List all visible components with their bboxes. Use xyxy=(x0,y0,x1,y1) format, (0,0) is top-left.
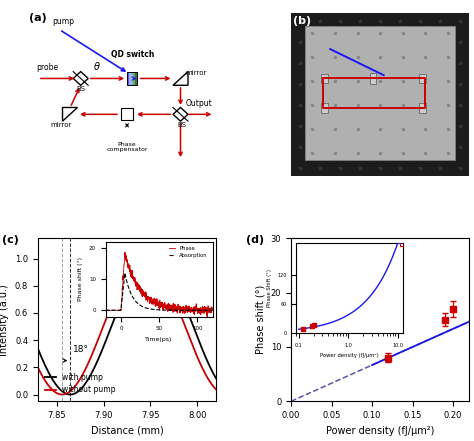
Y-axis label: Phase shift (°): Phase shift (°) xyxy=(255,285,265,355)
Bar xyxy=(128,72,129,85)
Bar xyxy=(136,72,137,85)
Text: (b): (b) xyxy=(293,16,311,26)
with pump xyxy=(35,346,41,351)
Text: Phase
compensator: Phase compensator xyxy=(106,142,148,153)
Text: BS: BS xyxy=(76,86,85,93)
Bar xyxy=(419,74,427,83)
with pump xyxy=(189,320,195,325)
Text: mirror: mirror xyxy=(186,70,207,76)
with pump xyxy=(149,256,155,261)
Line: with pump: with pump xyxy=(38,258,216,395)
Text: (d): (d) xyxy=(246,235,264,245)
Text: BS: BS xyxy=(178,122,187,128)
Bar xyxy=(419,103,427,113)
Bar xyxy=(129,72,131,85)
Y-axis label: Intensity (a.u.): Intensity (a.u.) xyxy=(0,284,9,355)
X-axis label: Distance (mm): Distance (mm) xyxy=(91,426,164,436)
Text: (c): (c) xyxy=(2,235,19,245)
without pump xyxy=(213,387,219,392)
Bar xyxy=(321,74,328,83)
with pump xyxy=(46,370,52,376)
without pump xyxy=(149,259,155,264)
Text: QD switch: QD switch xyxy=(111,50,154,59)
Bar xyxy=(128,72,137,85)
with pump xyxy=(144,258,149,263)
Legend: with pump, without pump: with pump, without pump xyxy=(42,370,119,397)
Bar xyxy=(131,72,133,85)
Text: Output: Output xyxy=(186,99,213,108)
without pump xyxy=(144,256,149,262)
Line: without pump: without pump xyxy=(38,258,216,395)
without pump xyxy=(141,256,147,261)
X-axis label: Power density (fJ/μm²): Power density (fJ/μm²) xyxy=(326,426,434,436)
Bar xyxy=(321,103,328,113)
Text: $\theta$: $\theta$ xyxy=(93,60,100,72)
without pump xyxy=(59,392,65,397)
Text: probe: probe xyxy=(36,63,58,72)
without pump xyxy=(139,256,145,262)
with pump xyxy=(149,256,155,262)
Text: 18°: 18° xyxy=(73,345,89,355)
Text: pump: pump xyxy=(52,17,74,26)
with pump xyxy=(213,376,219,381)
Text: (a): (a) xyxy=(29,13,47,23)
without pump xyxy=(46,383,52,389)
without pump xyxy=(35,365,41,370)
Bar xyxy=(305,26,455,160)
with pump xyxy=(171,277,176,282)
with pump xyxy=(139,262,145,267)
without pump xyxy=(189,341,195,346)
Bar xyxy=(121,108,133,120)
without pump xyxy=(171,295,176,300)
Bar xyxy=(370,73,376,84)
with pump xyxy=(67,392,73,397)
Text: mirror: mirror xyxy=(50,122,72,128)
Bar xyxy=(133,72,136,85)
